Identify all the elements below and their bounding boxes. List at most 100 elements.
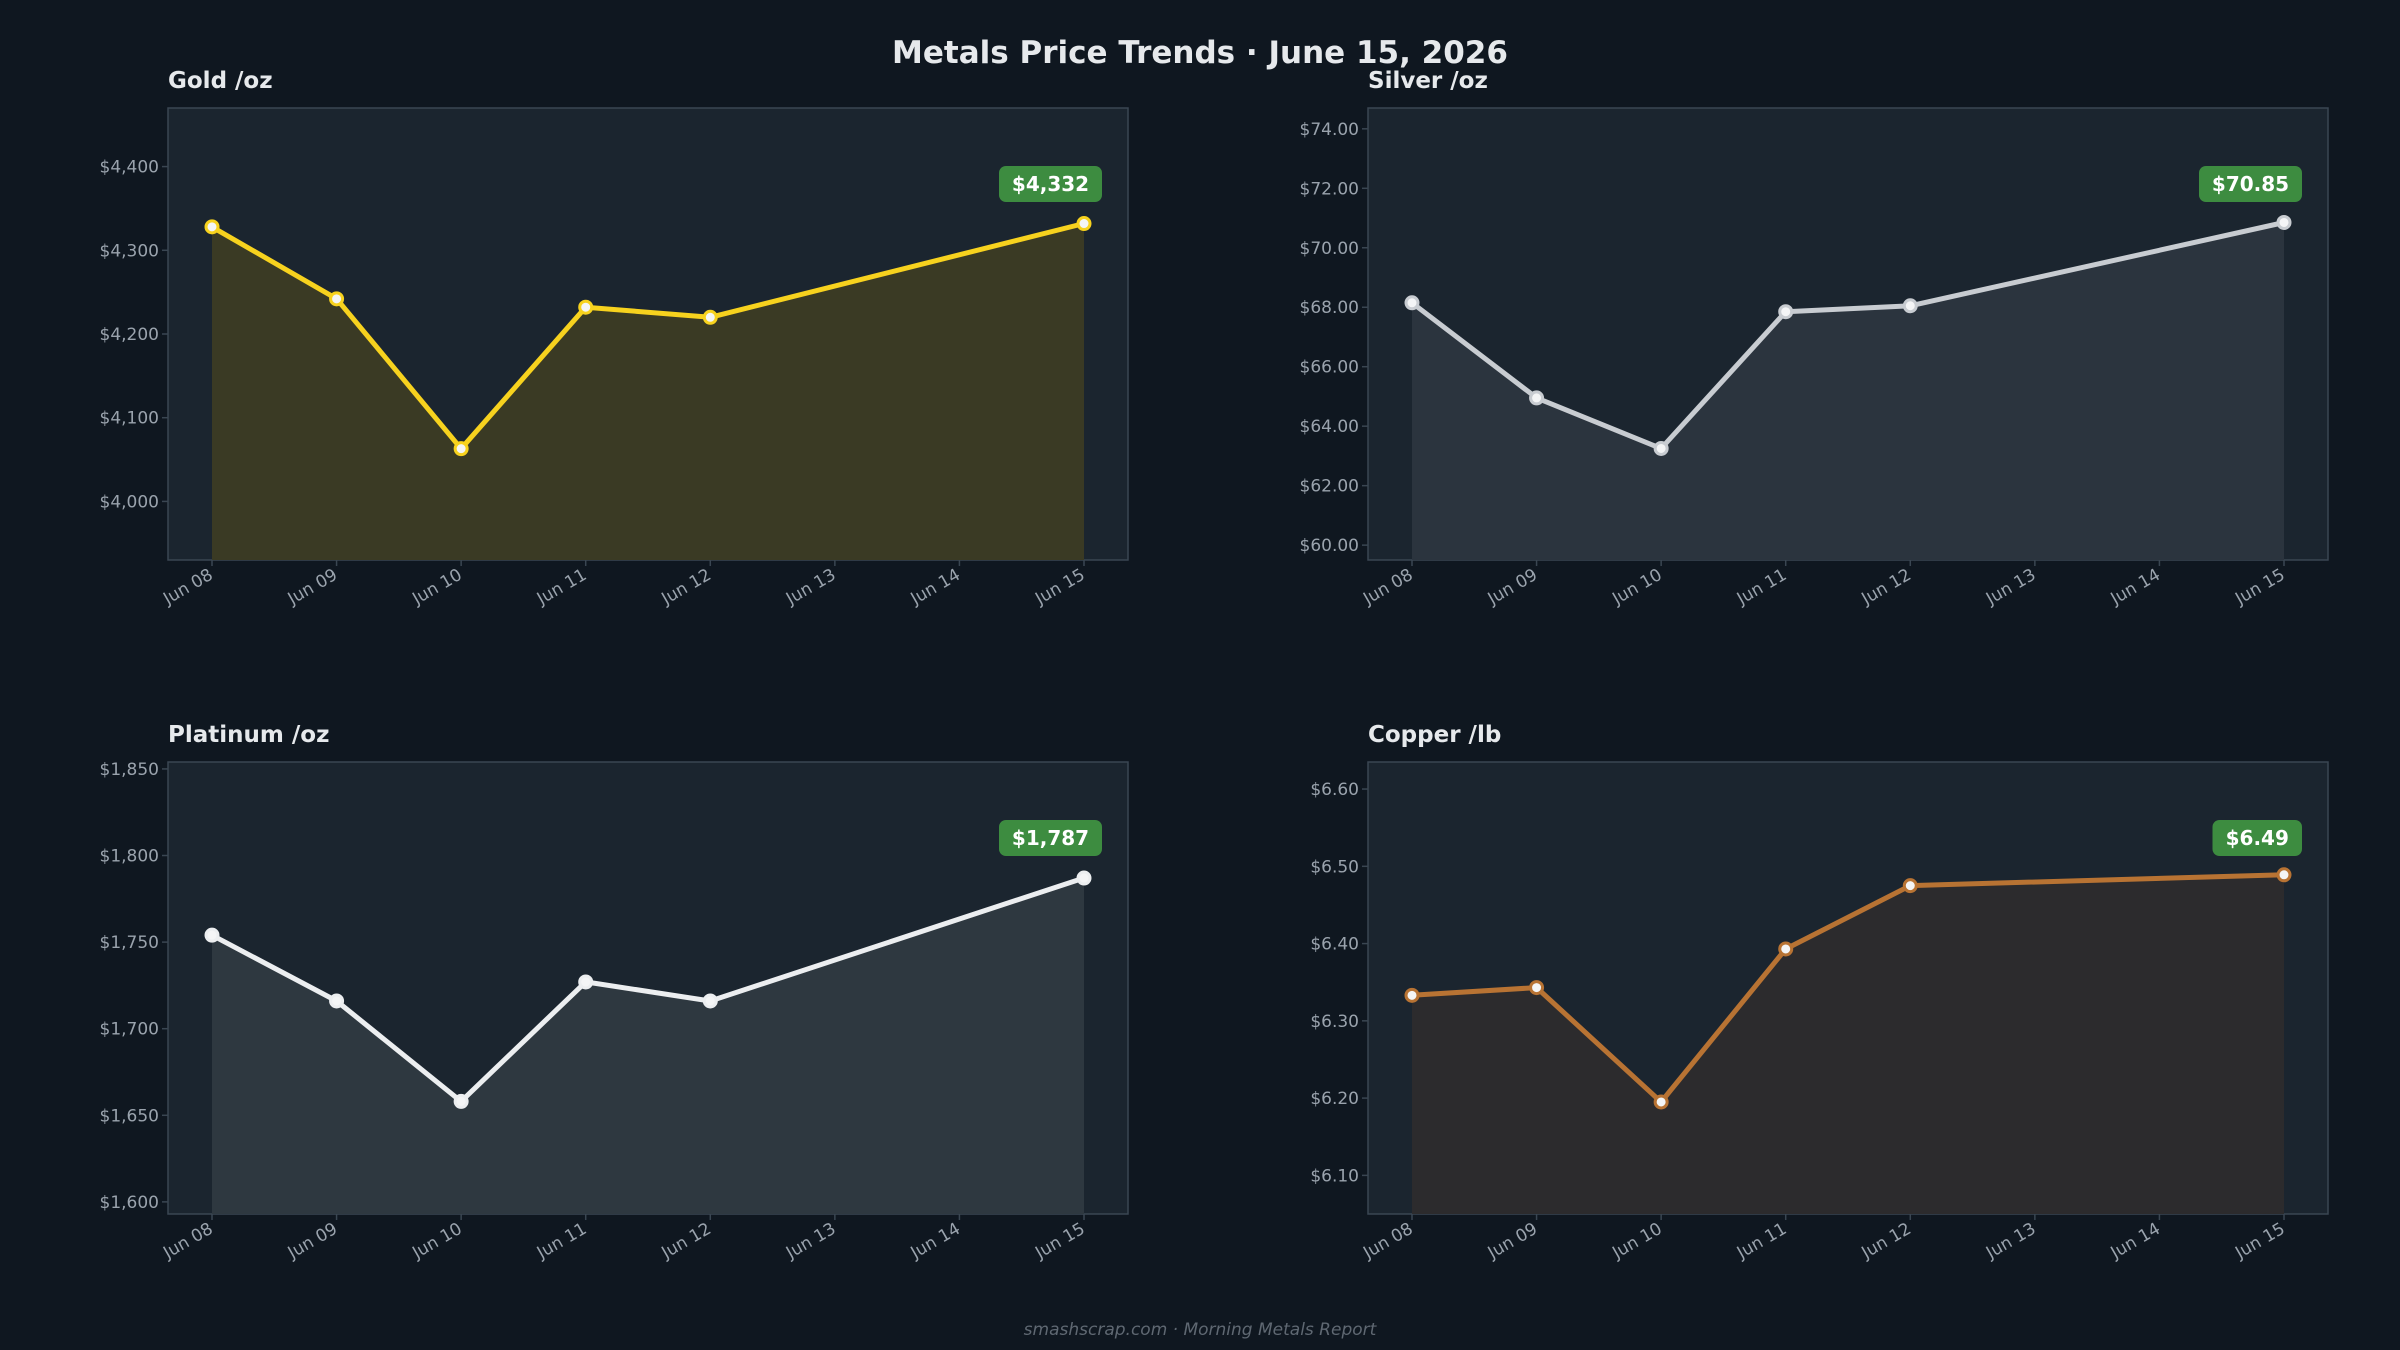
gold-chart: Gold /oz $4,000 $4,100 $4,200 $4,300 $4,400 Ju…: [100, 68, 1129, 610]
gold-y-tick-label: $4,000: [100, 492, 159, 512]
platinum-x-tick-label: Jun 13: [782, 1219, 839, 1264]
copper-x-tick-label: Jun 10: [1608, 1219, 1665, 1264]
platinum-x-tick-label: Jun 09: [284, 1219, 341, 1264]
silver-data-point: [1529, 390, 1545, 406]
gold-data-point: [1076, 216, 1092, 232]
platinum-x-tick-label: Jun 12: [657, 1219, 714, 1264]
silver-y-tick-label: $72.00: [1300, 179, 1359, 199]
copper-chart: Copper /lb $6.10 $6.20 $6.30 $6.40 $6.50 $6.60…: [1310, 722, 2329, 1264]
copper-x-tick-label: Jun 13: [1982, 1219, 2039, 1264]
platinum-data-point: [204, 927, 220, 943]
platinum-x-tick-label: Jun 11: [533, 1219, 590, 1264]
platinum-data-point: [702, 993, 718, 1009]
silver-data-point: [2276, 214, 2292, 230]
platinum-price-badge: [999, 820, 1102, 856]
copper-data-point: [2276, 867, 2292, 883]
copper-y-tick-label: $6.60: [1310, 780, 1359, 800]
copper-x-tick-label: Jun 15: [2231, 1219, 2288, 1264]
gold-data-point: [578, 299, 594, 315]
platinum-x-tick-label: Jun 08: [159, 1219, 216, 1264]
platinum-chart-title: Platinum /oz: [168, 722, 329, 748]
silver-y-tick-label: $60.00: [1300, 536, 1359, 556]
platinum-y-tick-label: $1,850: [100, 760, 159, 780]
platinum-y-tick-label: $1,600: [100, 1193, 159, 1213]
gold-data-point: [204, 219, 220, 235]
gold-y-tick-label: $4,400: [100, 158, 159, 178]
charts-grid: Gold /oz $4,000 $4,100 $4,200 $4,300 $4,400 Ju…: [100, 68, 2329, 1264]
copper-x-tick-label: Jun 09: [1484, 1219, 1541, 1264]
copper-x-tick-label: Jun 11: [1733, 1219, 1790, 1264]
silver-x-tick-label: Jun 13: [1982, 565, 2039, 610]
silver-x-tick-label: Jun 11: [1733, 565, 1790, 610]
silver-price-badge: [2199, 166, 2302, 202]
copper-price-badge: [2212, 820, 2302, 856]
copper-x-tick-label: Jun 12: [1857, 1219, 1914, 1264]
gold-x-tick-label: Jun 09: [284, 565, 341, 610]
platinum-chart: Platinum /oz $1,600 $1,650 $1,700 $1,750 $1,8…: [100, 722, 1129, 1264]
silver-y-tick-label: $62.00: [1300, 477, 1359, 497]
copper-data-point: [1778, 941, 1794, 957]
gold-price-badge: [999, 166, 1102, 202]
copper-area-fill: [1412, 874, 2284, 1214]
gold-area-fill: [212, 223, 1084, 560]
silver-y-tick-label: $68.00: [1300, 298, 1359, 318]
platinum-x-tick-label: Jun 14: [907, 1219, 964, 1264]
gold-y-tick-label: $4,300: [100, 241, 159, 261]
page-title: Metals Price Trends · June 15, 2026: [892, 35, 1508, 71]
footer-credit: smashscrap.com · Morning Metals Report: [1024, 1320, 1378, 1340]
platinum-data-point: [1076, 870, 1092, 886]
platinum-area-fill: [212, 878, 1084, 1214]
silver-y-tick-label: $74.00: [1300, 120, 1359, 140]
platinum-x-tick-label: Jun 15: [1031, 1219, 1088, 1264]
copper-price-badge-label: $6.49: [2226, 826, 2289, 850]
gold-x-tick-label: Jun 10: [408, 565, 465, 610]
copper-y-tick-label: $6.40: [1310, 935, 1359, 955]
silver-area-fill: [1412, 222, 2284, 560]
silver-price-badge-label: $70.85: [2212, 172, 2289, 196]
gold-data-point: [702, 309, 718, 325]
platinum-y-tick-label: $1,750: [100, 933, 159, 953]
platinum-data-point: [453, 1093, 469, 1109]
copper-data-point: [1902, 878, 1918, 894]
gold-price-badge-label: $4,332: [1012, 172, 1089, 196]
copper-y-tick-label: $6.10: [1310, 1166, 1359, 1186]
copper-data-point: [1529, 980, 1545, 996]
gold-series-line: [209, 221, 1087, 452]
gold-chart-title: Gold /oz: [168, 68, 273, 94]
silver-y-tick-label: $64.00: [1300, 417, 1359, 437]
gold-y-tick-label: $4,200: [100, 325, 159, 345]
platinum-price-badge-label: $1,787: [1012, 826, 1089, 850]
silver-data-point: [1653, 440, 1669, 456]
silver-x-tick-label: Jun 12: [1857, 565, 1914, 610]
silver-x-tick-label: Jun 08: [1359, 565, 1416, 610]
gold-x-tick-label: Jun 08: [159, 565, 216, 610]
copper-x-tick-label: Jun 14: [2107, 1219, 2164, 1264]
platinum-data-point: [329, 993, 345, 1009]
gold-y-tick-label: $4,100: [100, 409, 159, 429]
silver-series-line: [1409, 220, 2287, 451]
platinum-y-tick-label: $1,700: [100, 1020, 159, 1040]
platinum-data-point: [578, 974, 594, 990]
platinum-y-tick-label: $1,650: [100, 1106, 159, 1126]
silver-x-tick-label: Jun 14: [2107, 565, 2164, 610]
silver-x-tick-label: Jun 15: [2231, 565, 2288, 610]
copper-data-point: [1653, 1094, 1669, 1110]
gold-x-tick-label: Jun 12: [657, 565, 714, 610]
silver-chart: Silver /oz $60.00 $62.00 $64.00 $66.00 $68.00…: [1300, 68, 2329, 610]
copper-y-tick-label: $6.30: [1310, 1012, 1359, 1032]
gold-x-tick-label: Jun 14: [907, 565, 964, 610]
copper-series-line: [1409, 872, 2287, 1105]
gold-data-point: [453, 441, 469, 457]
silver-x-tick-label: Jun 10: [1608, 565, 1665, 610]
silver-data-point: [1902, 298, 1918, 314]
silver-y-tick-label: $66.00: [1300, 358, 1359, 378]
copper-x-tick-label: Jun 08: [1359, 1219, 1416, 1264]
copper-y-tick-label: $6.20: [1310, 1089, 1359, 1109]
silver-x-tick-label: Jun 09: [1484, 565, 1541, 610]
silver-chart-title: Silver /oz: [1368, 68, 1488, 94]
copper-chart-title: Copper /lb: [1368, 722, 1501, 748]
gold-data-point: [329, 291, 345, 307]
copper-data-point: [1404, 987, 1420, 1003]
